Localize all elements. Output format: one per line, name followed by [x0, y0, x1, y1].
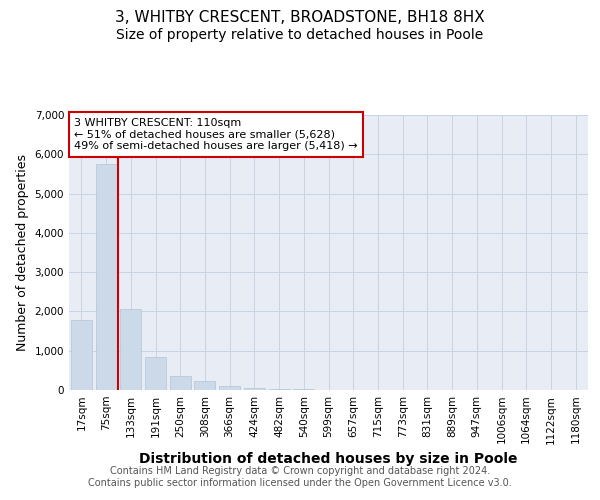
Bar [219, 386, 240, 390]
Bar [170, 376, 191, 390]
Text: 3 WHITBY CRESCENT: 110sqm
← 51% of detached houses are smaller (5,628)
49% of se: 3 WHITBY CRESCENT: 110sqm ← 51% of detac… [74, 118, 358, 151]
Text: 3, WHITBY CRESCENT, BROADSTONE, BH18 8HX: 3, WHITBY CRESCENT, BROADSTONE, BH18 8HX [115, 10, 485, 25]
Y-axis label: Number of detached properties: Number of detached properties [16, 154, 29, 351]
Bar [120, 310, 141, 390]
Bar [269, 389, 290, 390]
X-axis label: Distribution of detached houses by size in Poole: Distribution of detached houses by size … [139, 452, 518, 466]
Bar [194, 382, 215, 390]
Text: Contains HM Land Registry data © Crown copyright and database right 2024.
Contai: Contains HM Land Registry data © Crown c… [88, 466, 512, 487]
Bar [244, 388, 265, 390]
Bar [145, 357, 166, 390]
Bar [71, 320, 92, 390]
Bar [95, 164, 116, 390]
Text: Size of property relative to detached houses in Poole: Size of property relative to detached ho… [116, 28, 484, 42]
